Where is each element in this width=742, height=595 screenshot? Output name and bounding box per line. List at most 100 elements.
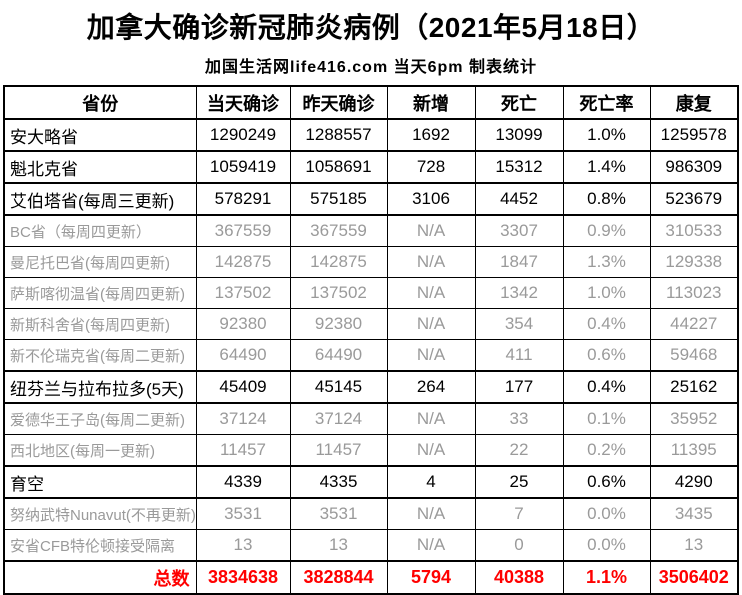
province-cell: 安省CFB特伦顿接受隔离 xyxy=(3,529,197,562)
total-yesterday-confirmed: 3828844 xyxy=(289,560,388,595)
recovered-cell: 4290 xyxy=(649,465,739,499)
today-cell: 45409 xyxy=(195,370,291,404)
total-death-rate: 1.1% xyxy=(562,560,651,595)
column-header-yesterday-confirmed: 昨天确诊 xyxy=(289,85,388,120)
column-header-recovered: 康复 xyxy=(649,85,739,120)
province-cell: 艾伯塔省(每周三更新) xyxy=(3,182,197,216)
death-rate-cell: 0.1% xyxy=(562,402,651,435)
table-row: 曼尼托巴省(每周四更新) 142875 142875 N/A 1847 1.3% 12933… xyxy=(3,246,739,278)
table-row: 安省CFB特伦顿接受隔离 13 13 N/A 0 0.0% 13 xyxy=(3,529,739,562)
recovered-cell: 3435 xyxy=(649,497,739,530)
new-cell: N/A xyxy=(386,308,476,340)
yesterday-cell: 137502 xyxy=(289,277,388,309)
death-rate-cell: 1.4% xyxy=(562,150,651,184)
total-today-confirmed: 3834638 xyxy=(195,560,291,595)
province-cell: 萨斯喀彻温省(每周四更新) xyxy=(3,277,197,309)
yesterday-cell: 37124 xyxy=(289,402,388,435)
source-caption: 加国生活网life416.com 当天6pm 制表统计 xyxy=(205,59,537,76)
deaths-cell: 33 xyxy=(474,402,564,435)
province-cell: 爱德华王子岛(每周二更新) xyxy=(3,402,197,435)
table-row: 新斯科舍省(每周四更新) 92380 92380 N/A 354 0.4% 44227 xyxy=(3,308,739,340)
today-cell: 1290249 xyxy=(195,118,291,152)
deaths-cell: 15312 xyxy=(474,150,564,184)
table-row: 爱德华王子岛(每周二更新) 37124 37124 N/A 33 0.1% 35952 xyxy=(3,402,739,435)
new-cell: N/A xyxy=(386,434,476,467)
today-cell: 1059419 xyxy=(195,150,291,184)
death-rate-cell: 1.0% xyxy=(562,277,651,309)
new-cell: N/A xyxy=(386,339,476,372)
table-row: 艾伯塔省(每周三更新) 578291 575185 3106 4452 0.8% 52367… xyxy=(3,182,739,216)
new-cell: N/A xyxy=(386,246,476,278)
death-rate-cell: 0.4% xyxy=(562,370,651,404)
yesterday-cell: 142875 xyxy=(289,246,388,278)
yesterday-cell: 367559 xyxy=(289,214,388,247)
yesterday-cell: 92380 xyxy=(289,308,388,340)
province-cell: 安大略省 xyxy=(3,118,197,152)
total-new-cases: 5794 xyxy=(386,560,476,595)
death-rate-cell: 0.2% xyxy=(562,434,651,467)
deaths-cell: 1342 xyxy=(474,277,564,309)
table-row: 魁北克省 1059419 1058691 728 15312 1.4% 986309 xyxy=(3,150,739,184)
table-row: 萨斯喀彻温省(每周四更新) 137502 137502 N/A 1342 1.0% 1130… xyxy=(3,277,739,309)
new-cell: N/A xyxy=(386,402,476,435)
today-cell: 578291 xyxy=(195,182,291,216)
province-cell: 纽芬兰与拉布拉多(5天) xyxy=(3,370,197,404)
province-cell: 曼尼托巴省(每周四更新) xyxy=(3,246,197,278)
table-footer: 总数 3834638 3828844 5794 40388 1.1% 35064… xyxy=(3,560,739,595)
today-cell: 11457 xyxy=(195,434,291,467)
today-cell: 3531 xyxy=(195,497,291,530)
column-header-deaths: 死亡 xyxy=(474,85,564,120)
total-label: 总数 xyxy=(3,560,197,595)
death-rate-cell: 0.6% xyxy=(562,339,651,372)
yesterday-cell: 1288557 xyxy=(289,118,388,152)
deaths-cell: 3307 xyxy=(474,214,564,247)
recovered-cell: 44227 xyxy=(649,308,739,340)
yesterday-cell: 3531 xyxy=(289,497,388,530)
total-recovered: 3506402 xyxy=(649,560,739,595)
table-row: 西北地区(每周一更新) 11457 11457 N/A 22 0.2% 11395 xyxy=(3,434,739,467)
death-rate-cell: 0.0% xyxy=(562,529,651,562)
recovered-cell: 129338 xyxy=(649,246,739,278)
death-rate-cell: 0.6% xyxy=(562,465,651,499)
recovered-cell: 113023 xyxy=(649,277,739,309)
recovered-cell: 59468 xyxy=(649,339,739,372)
today-cell: 142875 xyxy=(195,246,291,278)
column-header-new-cases: 新增 xyxy=(386,85,476,120)
today-cell: 37124 xyxy=(195,402,291,435)
header-row: 省份 当天确诊 昨天确诊 新增 死亡 死亡率 康复 xyxy=(3,85,739,120)
yesterday-cell: 45145 xyxy=(289,370,388,404)
recovered-cell: 11395 xyxy=(649,434,739,467)
province-cell: 魁北克省 xyxy=(3,150,197,184)
deaths-cell: 177 xyxy=(474,370,564,404)
province-cell: 新斯科舍省(每周四更新) xyxy=(3,308,197,340)
new-cell: N/A xyxy=(386,529,476,562)
deaths-cell: 7 xyxy=(474,497,564,530)
table-row: 育空 4339 4335 4 25 0.6% 4290 xyxy=(3,465,739,499)
recovered-cell: 986309 xyxy=(649,150,739,184)
new-cell: 4 xyxy=(386,465,476,499)
province-cell: 育空 xyxy=(3,465,197,499)
death-rate-cell: 0.0% xyxy=(562,497,651,530)
deaths-cell: 25 xyxy=(474,465,564,499)
table-row: 安大略省 1290249 1288557 1692 13099 1.0% 1259578 xyxy=(3,118,739,152)
column-header-today-confirmed: 当天确诊 xyxy=(195,85,291,120)
table-row: 新不伦瑞克省(每周二更新) 64490 64490 N/A 411 0.6% 59468 xyxy=(3,339,739,372)
table-row: 纽芬兰与拉布拉多(5天) 45409 45145 264 177 0.4% 25162 xyxy=(3,370,739,404)
total-row: 总数 3834638 3828844 5794 40388 1.1% 35064… xyxy=(3,560,739,595)
deaths-cell: 411 xyxy=(474,339,564,372)
total-deaths: 40388 xyxy=(474,560,564,595)
new-cell: 728 xyxy=(386,150,476,184)
deaths-cell: 13099 xyxy=(474,118,564,152)
death-rate-cell: 1.0% xyxy=(562,118,651,152)
new-cell: 3106 xyxy=(386,182,476,216)
today-cell: 64490 xyxy=(195,339,291,372)
yesterday-cell: 575185 xyxy=(289,182,388,216)
today-cell: 13 xyxy=(195,529,291,562)
province-cell: 西北地区(每周一更新) xyxy=(3,434,197,467)
province-cell: BC省（每周四更新） xyxy=(3,214,197,247)
recovered-cell: 523679 xyxy=(649,182,739,216)
recovered-cell: 25162 xyxy=(649,370,739,404)
yesterday-cell: 11457 xyxy=(289,434,388,467)
new-cell: 1692 xyxy=(386,118,476,152)
today-cell: 137502 xyxy=(195,277,291,309)
